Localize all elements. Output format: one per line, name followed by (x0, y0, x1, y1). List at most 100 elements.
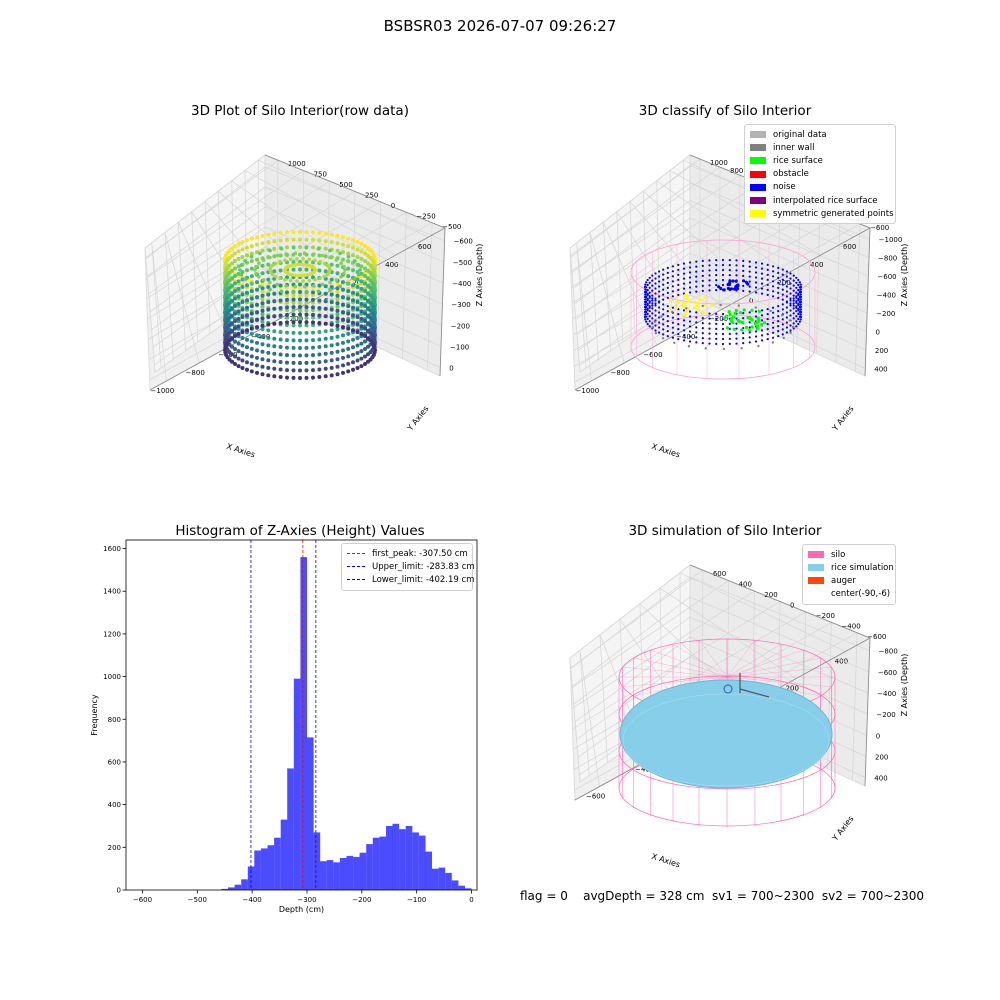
histogram-legend-label: Lower_limit: -402.19 cm (372, 574, 475, 585)
panel1-point (351, 352, 355, 357)
panel1-point (278, 306, 283, 310)
panel1-point (291, 315, 296, 320)
panel1-z-tick-label: −500 (453, 259, 472, 267)
panel2-point-noise (662, 268, 665, 271)
panel1-point (279, 289, 284, 294)
panel2-point-noise (798, 286, 801, 289)
panel2-point-noise (695, 336, 698, 339)
histogram-bar (399, 829, 406, 890)
panel1-point (230, 291, 234, 296)
histogram-bar (464, 888, 472, 890)
panel1-point (353, 259, 357, 263)
panel1-point (329, 240, 334, 245)
panel2-point-noise (748, 336, 751, 339)
panel1-point (313, 258, 317, 263)
panel2-point-wall (701, 304, 704, 308)
panel1-point (233, 251, 237, 256)
panel2-point-noise (701, 332, 704, 335)
panel4-silo-spoke (672, 643, 728, 678)
panel1-point (363, 296, 367, 301)
panel1-z-tick-label: −300 (451, 301, 470, 309)
panel4-y-tick-label: −200 (816, 612, 835, 620)
panel2-point-noise (754, 266, 758, 269)
panel2-point-noise (662, 313, 665, 316)
panel1-point (317, 337, 322, 342)
panel1-point (317, 367, 322, 372)
panel1-point (255, 280, 259, 285)
panel2-point-noise (795, 300, 798, 303)
panel1-point (317, 238, 322, 243)
panel1-point (233, 319, 237, 323)
panel2-point-noise (795, 310, 798, 313)
panel2-point-noise (777, 296, 780, 299)
panel2-legend-label: inner wall (773, 142, 815, 153)
panel4-silo-spoke (726, 649, 804, 678)
panel2-legend-label: noise (773, 182, 796, 193)
panel2-point-noise (728, 259, 731, 262)
panel2-point-noise (717, 285, 721, 289)
panel1-point (278, 276, 282, 281)
panel1-point (317, 306, 322, 310)
panel1-point (304, 312, 309, 317)
panel2-point-noise (789, 309, 792, 312)
panel2-point-rice (732, 327, 736, 331)
panel4-silo-spoke (698, 640, 728, 678)
panel2-point-noise (677, 318, 680, 321)
panel2-point-rice (733, 311, 737, 315)
panel2-point-wall (653, 320, 657, 323)
panel1-point (301, 279, 305, 283)
panel2-point-noise (742, 269, 745, 272)
histogram-y-axis-label: Frequency (90, 694, 99, 736)
panel2-point-rice (746, 316, 750, 320)
panel2-point-noise (742, 317, 745, 320)
panel2-point-noise (777, 320, 780, 323)
panel2-point-noise (708, 284, 711, 287)
panel1-point (291, 375, 296, 380)
panel2-point-rice (744, 325, 749, 330)
panel2-z-tick-label: −600 (877, 273, 896, 281)
panel2-point-noise (645, 306, 648, 309)
panel2-point-noise (701, 317, 704, 320)
panel1-point (334, 258, 339, 262)
panel1-point (318, 276, 322, 281)
panel1-point (288, 278, 293, 283)
panel2-point-noise (760, 267, 764, 270)
panel2-point-noise (648, 315, 651, 318)
panel1-point (255, 257, 259, 262)
panel2-point-noise (735, 274, 738, 277)
panel1-point (272, 231, 277, 236)
panel2-point-noise (648, 310, 651, 313)
panel1-point (317, 321, 322, 325)
panel2-point-noise (754, 291, 758, 294)
panel2-point-noise (651, 297, 654, 300)
histogram-bar (432, 868, 439, 890)
panel1-z-gridline (148, 206, 444, 295)
panel1-point (346, 266, 351, 271)
panel2-point-noise (658, 285, 661, 288)
panel1-point (311, 290, 315, 295)
panel2-point-wall (769, 309, 772, 313)
panel1-point (346, 339, 351, 344)
panel4-title: 3D simulation of Silo Interior (628, 523, 822, 539)
panel1-point (272, 314, 277, 319)
panel1-point (359, 356, 364, 361)
panel1-point (304, 267, 309, 272)
panel1-point (298, 312, 302, 317)
panel1-point (291, 267, 296, 272)
panel1-point (285, 230, 289, 235)
panel2-point-noise (648, 291, 651, 294)
panel2-point-noise (754, 340, 758, 343)
panel2-point-noise (792, 322, 795, 325)
panel1-point (249, 296, 254, 301)
panel2-point-rice (722, 316, 727, 320)
panel2-x-axis-label: X Axies (650, 442, 681, 460)
panel1-point (311, 297, 315, 302)
panel2-point-noise (701, 327, 704, 330)
panel1-point (363, 266, 367, 271)
panel1-point (240, 240, 245, 244)
panel2-point-noise (682, 287, 686, 290)
histogram-bar (346, 855, 354, 890)
panel2-point-noise (754, 310, 758, 313)
panel1-point (260, 334, 265, 339)
panel2-x-tick-label: −800 (611, 369, 630, 377)
